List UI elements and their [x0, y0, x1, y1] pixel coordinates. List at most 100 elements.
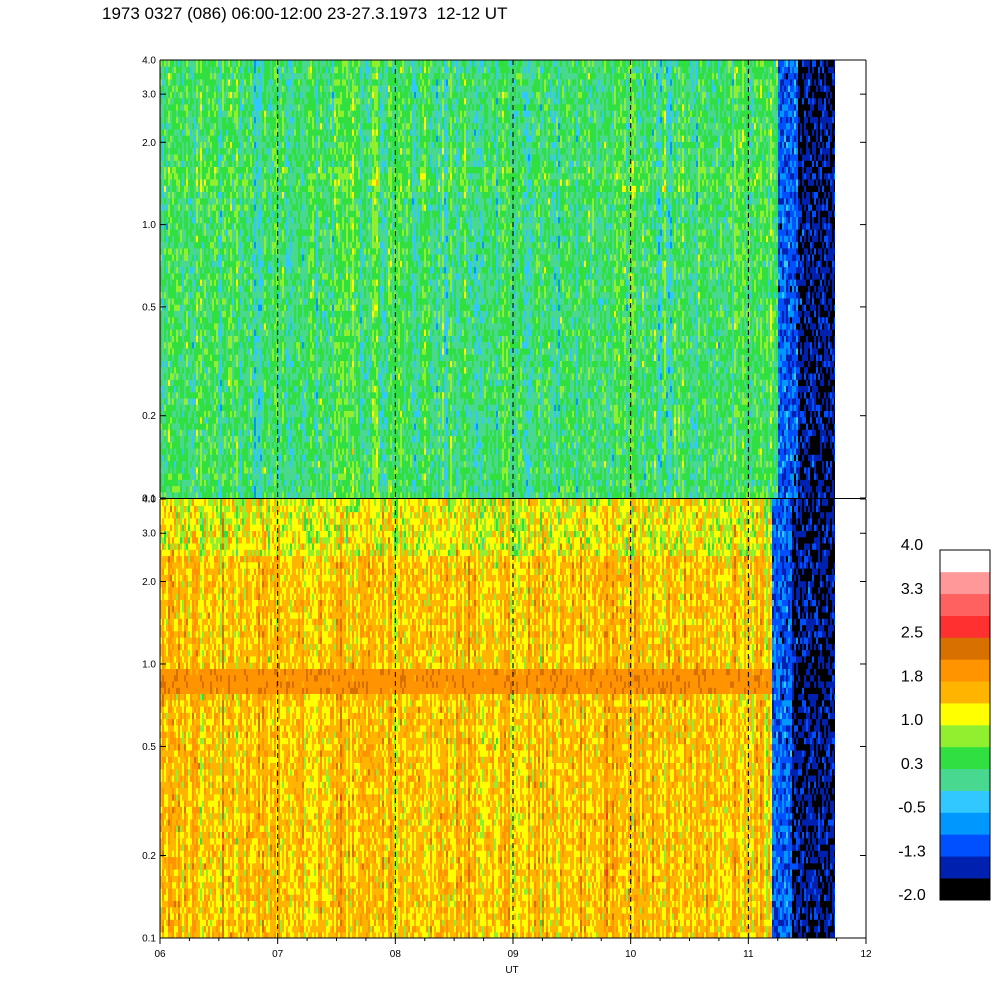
spectrogram-cell [176, 222, 178, 230]
spectrogram-cell [282, 435, 284, 443]
spectrogram-cell [174, 160, 176, 167]
spectrogram-cell [160, 335, 162, 343]
spectrogram-cell [184, 247, 186, 255]
spectrogram-cell [252, 460, 254, 468]
spectrogram-cell [162, 191, 164, 199]
spectrogram-cell [224, 316, 226, 324]
spectrogram-cell [212, 460, 214, 468]
spectrogram-cell [272, 241, 274, 249]
spectrogram-cell [236, 178, 238, 186]
spectrogram-cell [266, 466, 268, 474]
spectrogram-cell [176, 447, 178, 455]
spectrogram-cell [242, 103, 244, 111]
spectrogram-cell [180, 379, 182, 386]
spectrogram-cell [290, 473, 292, 480]
spectrogram-cell [292, 354, 294, 361]
spectrogram-cell [204, 116, 206, 124]
spectrogram-cell [280, 103, 282, 111]
spectrogram-cell [172, 379, 174, 386]
spectrogram-cell [204, 316, 206, 324]
spectrogram-cell [248, 447, 250, 455]
spectrogram-cell [228, 247, 230, 255]
spectrogram-cell [184, 491, 186, 498]
spectrogram-cell [208, 266, 210, 274]
spectrogram-cell [202, 153, 204, 161]
spectrogram-cell [284, 72, 286, 80]
spectrogram-cell [206, 335, 208, 343]
spectrogram-cell [172, 210, 174, 218]
spectrogram-cell [190, 122, 192, 130]
spectrogram-cell [216, 85, 218, 92]
spectrogram-cell [294, 203, 296, 211]
spectrogram-cell [264, 485, 266, 493]
spectrogram-cell [254, 210, 256, 218]
spectrogram-cell [170, 122, 172, 130]
spectrogram-cell [172, 347, 174, 355]
spectrogram-cell [180, 316, 182, 324]
spectrogram-cell [300, 473, 302, 480]
spectrogram-cell [246, 216, 248, 224]
spectrogram-cell [294, 85, 296, 92]
spectrogram-cell [268, 473, 270, 480]
spectrogram-cell [250, 397, 252, 405]
spectrogram-cell [222, 372, 224, 380]
spectrogram-cell [214, 272, 216, 280]
spectrogram-cell [180, 116, 182, 124]
spectrogram-cell [216, 466, 218, 474]
spectrogram-cell [198, 335, 200, 343]
spectrogram-cell [276, 153, 278, 161]
spectrogram-cell [202, 473, 204, 480]
spectrogram-cell [276, 360, 278, 368]
spectrogram-cell [182, 254, 184, 261]
spectrogram-cell [206, 422, 208, 430]
spectrogram-cell [216, 135, 218, 142]
spectrogram-cell [276, 254, 278, 261]
spectrogram-cell [210, 135, 212, 142]
spectrogram-cell [182, 454, 184, 462]
spectrogram-cell [168, 153, 170, 161]
spectrogram-cell [206, 429, 208, 437]
spectrogram-cell [204, 153, 206, 161]
spectrogram-cell [182, 91, 184, 99]
spectrogram-cell [210, 366, 212, 374]
spectrogram-cell [242, 222, 244, 230]
spectrogram-cell [200, 335, 202, 343]
spectrogram-cell [286, 72, 288, 80]
spectrogram-cell [276, 122, 278, 130]
spectrogram-cell [194, 391, 196, 399]
spectrogram-cell [268, 297, 270, 305]
spectrogram-cell [224, 372, 226, 380]
spectrogram-cell [220, 460, 222, 468]
spectrogram-cell [274, 297, 276, 305]
spectrogram-cell [244, 166, 246, 174]
spectrogram-cell [248, 454, 250, 462]
spectrogram-cell [246, 354, 248, 361]
spectrogram-cell [296, 203, 298, 211]
spectrogram-cell [232, 416, 234, 424]
spectrogram-cell [298, 135, 300, 142]
spectrogram-cell [262, 422, 264, 430]
spectrogram-cell [236, 210, 238, 218]
spectrogram-cell [246, 103, 248, 111]
spectrogram-cell [294, 479, 296, 487]
spectrogram-cell [230, 285, 232, 293]
spectrogram-cell [198, 391, 200, 399]
spectrogram-cell [166, 60, 168, 67]
spectrogram-cell [290, 147, 292, 155]
spectrogram-cell [208, 91, 210, 99]
spectrogram-cell [178, 254, 180, 261]
spectrogram-cell [224, 172, 226, 180]
spectrogram-cell [240, 116, 242, 124]
spectrogram-cell [250, 441, 252, 449]
spectrogram-cell [302, 491, 304, 498]
spectrogram-cell [302, 366, 304, 374]
spectrogram-cell [216, 203, 218, 211]
spectrogram-cell [264, 153, 266, 161]
spectrogram-cell [278, 185, 280, 192]
spectrogram-cell [236, 460, 238, 468]
spectrogram-cell [282, 491, 284, 498]
spectrogram-cell [198, 122, 200, 130]
spectrogram-cell [230, 479, 232, 487]
spectrogram-cell [248, 241, 250, 249]
spectrogram-cell [162, 379, 164, 386]
